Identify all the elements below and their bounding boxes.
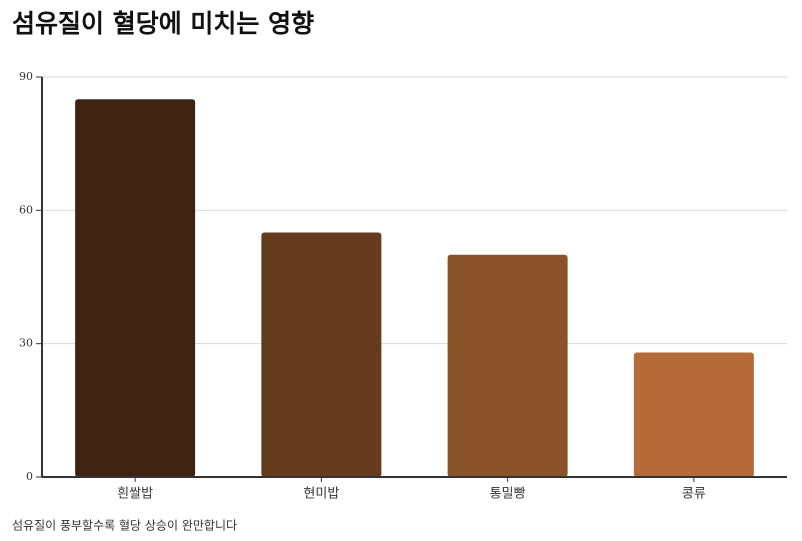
chart-note: 섬유질이 풍부할수록 혈당 상승이 완만합니다 [12, 519, 237, 533]
chart-title: 섬유질이 혈당에 미치는 영향 [12, 9, 314, 38]
x-tick-label: 통밀빵 [490, 487, 526, 502]
y-tick-label: 30 [19, 337, 33, 350]
x-tick-label: 현미밥 [303, 487, 339, 502]
bar [447, 254, 568, 477]
y-tick-label: 60 [19, 203, 33, 216]
bar [633, 352, 754, 477]
bar [75, 99, 196, 477]
x-tick-label: 콩류 [682, 487, 706, 502]
y-tick-label: 0 [26, 470, 33, 483]
x-tick-label: 흰쌀밥 [117, 487, 153, 502]
bar [261, 232, 382, 477]
y-tick-label: 90 [19, 70, 33, 83]
